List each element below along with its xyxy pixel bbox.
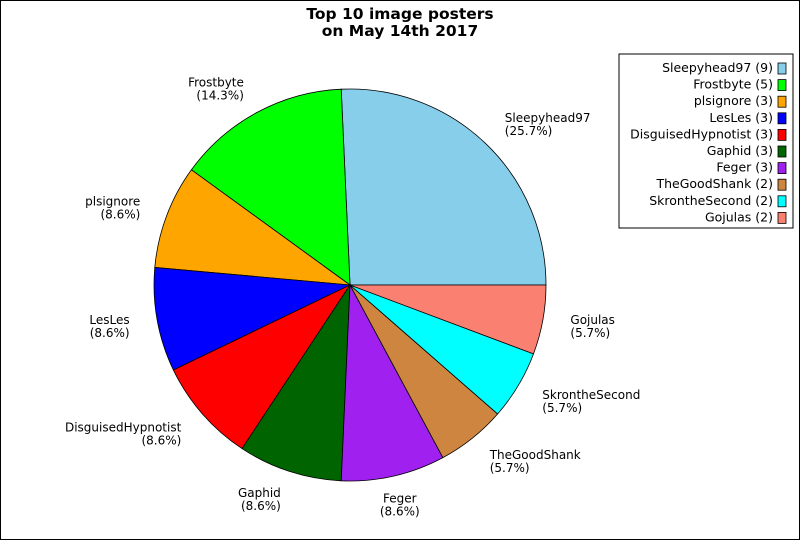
legend-label-skronthesecond: SkrontheSecond (2) bbox=[649, 193, 773, 208]
legend-swatch-skronthesecond bbox=[777, 195, 787, 208]
pie-slice-gojulas bbox=[349, 284, 547, 355]
pie-slice-sleepyhead97 bbox=[340, 88, 547, 286]
legend-swatch-frostbyte bbox=[777, 79, 787, 91]
legend-swatch-gaphid bbox=[777, 145, 787, 158]
legend-label-gojulas: Gojulas (2) bbox=[705, 209, 773, 224]
legend-label-plsignore: plsignore (3) bbox=[694, 93, 773, 108]
legend-swatch-thegoodshank bbox=[777, 178, 787, 191]
pie-slice-disguisedhypnotist bbox=[172, 284, 352, 450]
legend: Sleepyhead97 (9) Frostbyte (5)plsignore (… bbox=[618, 53, 794, 229]
slice-label-sleepyhead97: Sleepyhead97 (25.7%) bbox=[505, 111, 591, 138]
slice-label-skronthesecond: SkrontheSecond (5.7%) bbox=[542, 388, 640, 415]
legend-swatch-plsignore bbox=[777, 95, 787, 108]
legend-box bbox=[618, 53, 794, 229]
legend-label-lesles: LesLes (3) bbox=[709, 110, 773, 125]
slice-labels: Sleepyhead97 (25.7%) Frostbyte (14.3%) plsig… bbox=[65, 76, 640, 519]
legend-label-feger: Feger (3) bbox=[716, 160, 773, 175]
slice-label-frostbyte: Frostbyte (14.3%) bbox=[188, 76, 244, 103]
legend-label-thegoodshank: TheGoodShank (2) bbox=[655, 176, 773, 191]
pie-slice-gaphid bbox=[241, 283, 351, 482]
legend-label-disguisedhypnotist: DisguisedHypnotist (3) bbox=[630, 126, 773, 141]
chart-title-line-1: Top 10 image posters bbox=[306, 5, 493, 23]
legend-swatch-lesles bbox=[777, 112, 787, 125]
legend-label-gaphid: Gaphid (3) bbox=[707, 143, 773, 158]
slice-label-feger: Feger (8.6%) bbox=[380, 491, 420, 518]
legend-swatch-gojulas bbox=[777, 211, 787, 224]
legend-label-frostbyte: Frostbyte (5) bbox=[693, 77, 773, 92]
slice-label-disguisedhypnotist: DisguisedHypnotist (8.6%) bbox=[65, 420, 182, 447]
slice-label-gojulas: Gojulas (5.7%) bbox=[570, 313, 615, 340]
legend-swatch-feger bbox=[777, 162, 787, 175]
pie-slice-plsignore bbox=[154, 169, 352, 286]
chart-title-line-2: on May 14th 2017 bbox=[322, 22, 479, 40]
legend-label-sleepyhead97: Sleepyhead97 (9) bbox=[662, 60, 773, 75]
slice-label-gaphid: Gaphid (8.6%) bbox=[238, 486, 281, 513]
pie-slice-feger bbox=[340, 283, 444, 482]
pie-slices bbox=[153, 88, 547, 482]
slice-label-lesles: LesLes (8.6%) bbox=[89, 313, 129, 340]
legend-swatch-disguisedhypnotist bbox=[777, 128, 787, 141]
slice-label-plsignore: plsignore (8.6%) bbox=[85, 194, 140, 221]
legend-swatch-sleepyhead97 bbox=[777, 62, 787, 75]
pie-slice-lesles bbox=[153, 266, 352, 371]
pie-slice-frostbyte bbox=[190, 88, 351, 286]
slice-label-thegoodshank: TheGoodShank (5.7%) bbox=[489, 448, 581, 475]
